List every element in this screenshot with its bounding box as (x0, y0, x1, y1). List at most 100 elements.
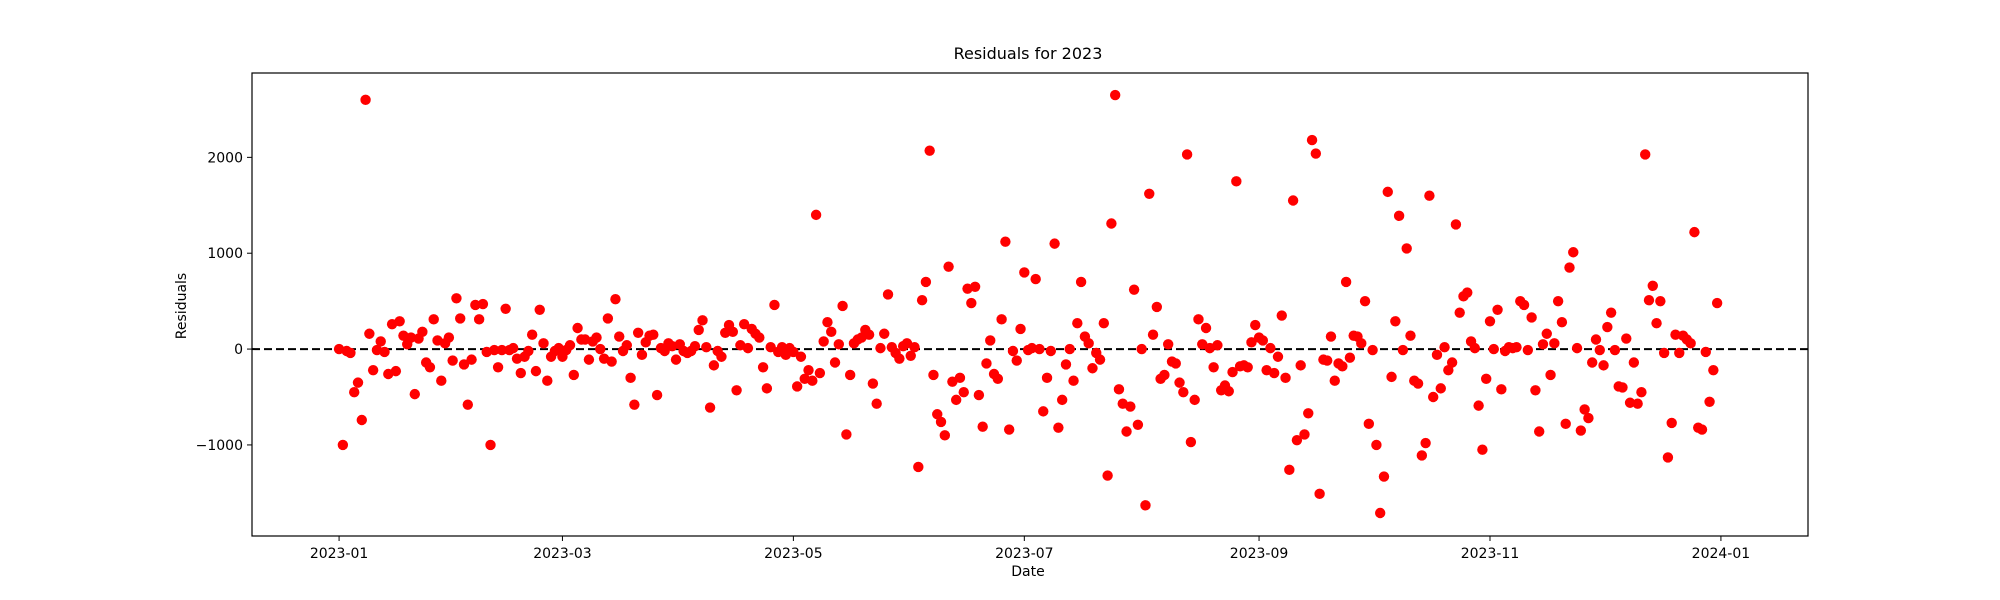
data-point (1102, 470, 1113, 481)
data-point (920, 276, 932, 288)
data-point (1181, 149, 1193, 160)
data-point (875, 342, 886, 354)
data-point (932, 409, 943, 420)
data-point (1026, 342, 1038, 354)
data-point (436, 375, 447, 386)
x-tick-label: 2023-05 (764, 546, 823, 562)
data-point (1435, 383, 1446, 394)
data-point (1689, 226, 1700, 238)
data-point (1068, 375, 1079, 386)
data-point (1401, 243, 1412, 254)
data-point (1443, 364, 1454, 376)
data-point (1280, 372, 1291, 384)
data-point (1424, 190, 1435, 201)
data-point (485, 439, 496, 451)
data-point (1359, 295, 1371, 307)
data-point (1647, 280, 1658, 292)
data-point (879, 328, 890, 339)
data-point (1643, 294, 1655, 306)
data-point (814, 367, 826, 379)
data-point (345, 347, 356, 359)
data-point (1136, 343, 1147, 355)
data-point (568, 369, 579, 381)
data-point (1704, 396, 1715, 407)
data-point (337, 439, 349, 451)
data-point (625, 372, 636, 384)
data-point (754, 332, 765, 343)
data-point (1053, 422, 1064, 433)
data-point (1522, 344, 1534, 356)
data-point (1382, 186, 1393, 198)
data-point (632, 327, 644, 338)
data-point (648, 329, 659, 340)
data-point (1632, 398, 1643, 409)
data-point (1121, 426, 1132, 437)
data-point (954, 372, 966, 384)
data-point (1405, 330, 1416, 341)
data-point (1428, 391, 1439, 403)
chart-title: Residuals for 2023 (954, 44, 1103, 63)
data-point (1518, 299, 1530, 311)
data-point (742, 342, 754, 354)
y-tick-label: 1000 (207, 246, 243, 262)
data-point (1609, 344, 1621, 356)
data-point (1537, 339, 1549, 350)
data-point (1094, 354, 1106, 365)
data-point (1651, 317, 1662, 329)
data-point (1556, 317, 1568, 328)
data-point (1708, 364, 1719, 376)
data-point (1287, 195, 1299, 206)
data-point (352, 377, 364, 388)
data-point (534, 304, 545, 315)
data-point (810, 209, 822, 221)
data-point (1034, 343, 1045, 355)
data-point (844, 369, 856, 381)
x-tick-label: 2023-07 (995, 546, 1054, 562)
data-point (1670, 329, 1681, 340)
data-point (791, 381, 803, 392)
data-point (757, 362, 769, 373)
data-point (992, 373, 1004, 384)
data-point (1075, 276, 1087, 288)
data-point (1711, 297, 1723, 309)
data-point (651, 389, 663, 401)
data-point (905, 350, 916, 361)
data-point (1605, 307, 1617, 318)
data-point (939, 430, 951, 441)
data-point (829, 357, 841, 368)
data-point (1128, 284, 1140, 295)
data-point (1488, 343, 1499, 355)
data-point (489, 344, 500, 356)
plot-area (251, 72, 1809, 537)
data-point (1041, 372, 1053, 384)
data-point (1011, 355, 1022, 366)
data-point (1284, 464, 1295, 476)
data-point (958, 387, 969, 398)
data-point (629, 399, 640, 410)
data-point (1624, 397, 1636, 408)
data-point (1371, 439, 1382, 451)
data-point (462, 399, 473, 410)
y-axis: −1000 0 1000 2000 (196, 150, 252, 454)
data-point (1007, 345, 1019, 357)
data-point (803, 364, 814, 376)
data-point (1545, 369, 1556, 381)
data-point (1159, 369, 1170, 381)
data-point (1056, 394, 1068, 406)
data-point (720, 327, 731, 338)
data-point (882, 289, 894, 300)
data-point (1038, 406, 1049, 417)
data-point (1193, 314, 1204, 325)
data-point (526, 329, 538, 340)
data-point (1268, 367, 1280, 379)
data-point (1072, 317, 1083, 329)
data-point (1000, 236, 1011, 247)
data-point (1568, 247, 1579, 258)
data-point (367, 364, 379, 376)
data-point (1412, 378, 1424, 389)
data-point (1583, 412, 1594, 424)
data-point (1250, 319, 1261, 331)
data-point (538, 338, 549, 349)
data-point (701, 341, 712, 353)
